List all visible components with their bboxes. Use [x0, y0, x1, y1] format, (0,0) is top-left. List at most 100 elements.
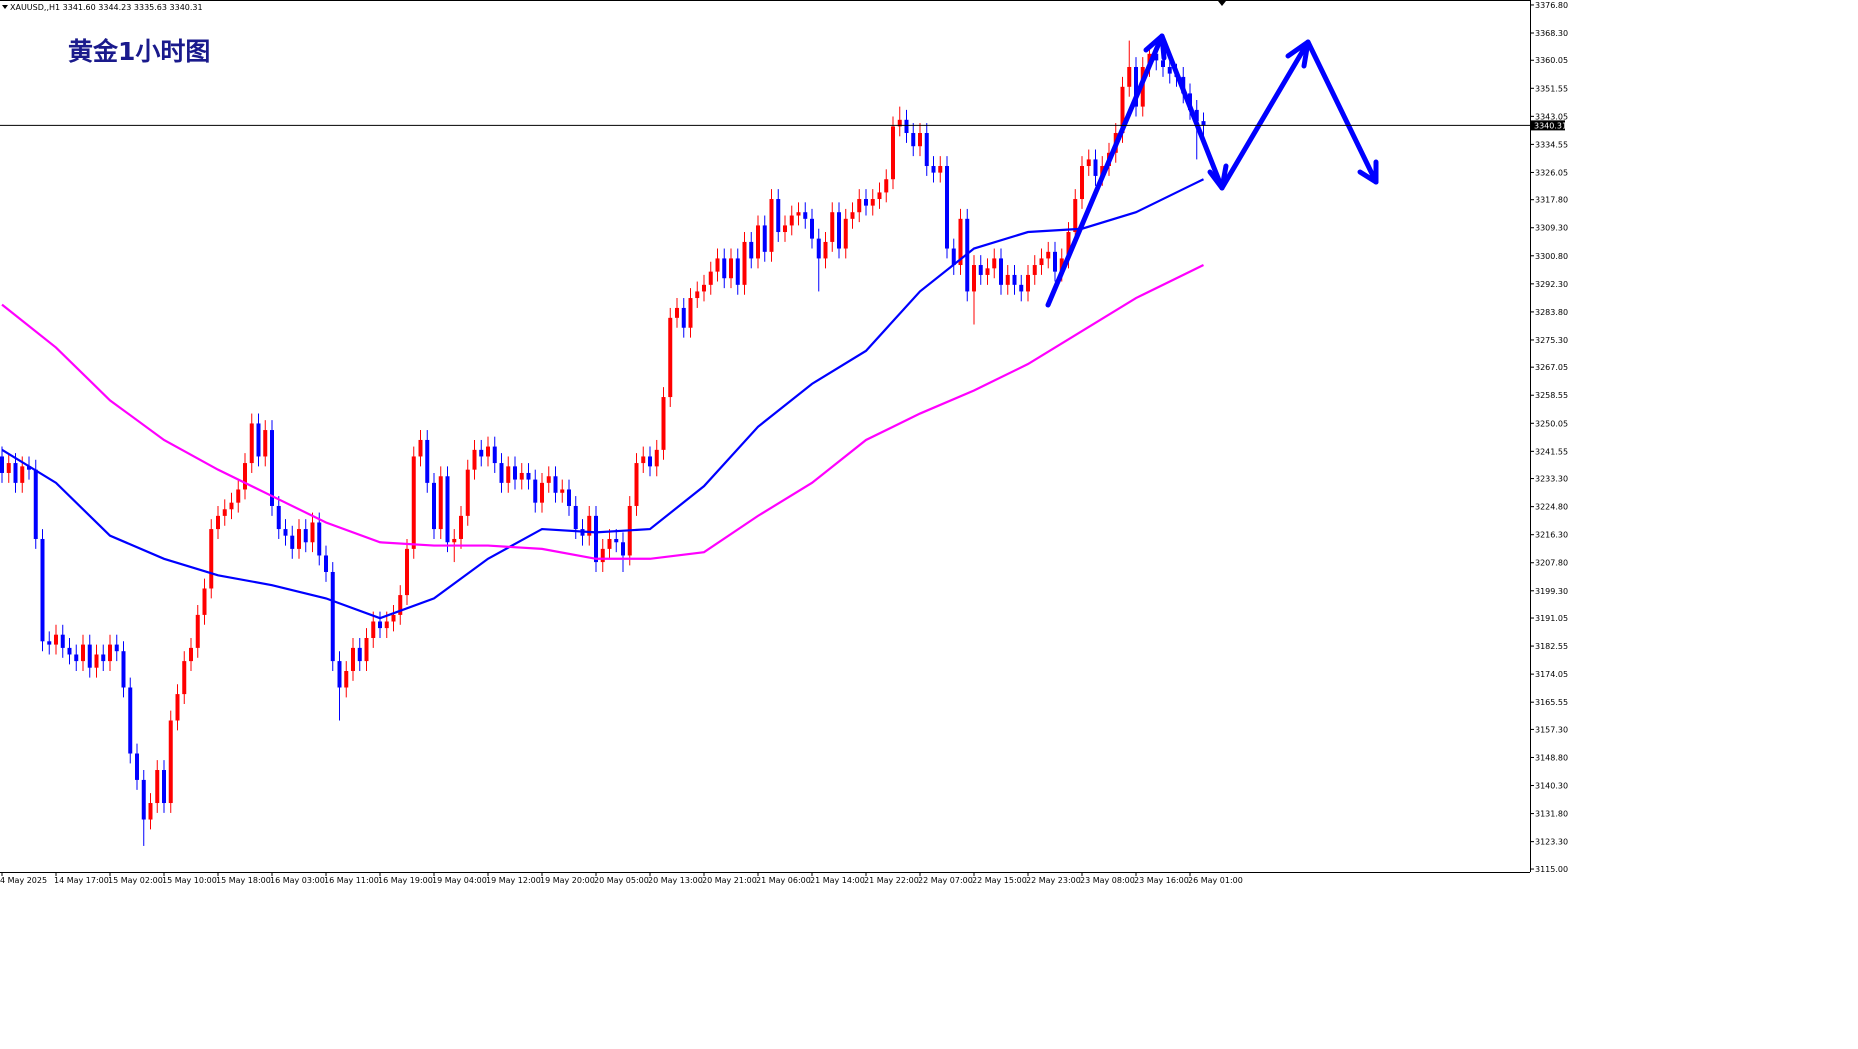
y-tick-label: 3233.30 [1535, 475, 1568, 484]
arrow-head [1143, 33, 1167, 61]
candle-body [533, 479, 538, 503]
candle-body [135, 753, 139, 780]
y-tick-label: 3376.80 [1535, 1, 1568, 10]
candle-body [573, 505, 578, 530]
y-tick-label: 3148.80 [1535, 753, 1568, 762]
x-tick-label: 23 May 08:00 [1080, 876, 1135, 885]
candle-body [472, 449, 477, 470]
candle-body [337, 661, 342, 688]
candle-body [94, 654, 99, 668]
candle-body [594, 515, 598, 563]
candle-body [101, 654, 106, 662]
candle-body [884, 179, 889, 193]
candle-body [897, 119, 902, 127]
candle-body [951, 248, 956, 266]
y-tick-label: 3140.30 [1535, 782, 1568, 791]
candle-body [722, 258, 727, 279]
candle-body [742, 241, 747, 285]
candle-body [479, 449, 484, 457]
x-tick-label: 26 May 01:00 [1188, 876, 1243, 885]
candle-body [128, 687, 133, 754]
y-tick-label: 3123.30 [1535, 838, 1568, 847]
candle-body [391, 614, 396, 622]
x-tick-label: 15 May 10:00 [162, 876, 217, 885]
y-tick-label: 3334.55 [1535, 140, 1568, 149]
candle-body [540, 482, 544, 503]
candle-body [121, 651, 126, 688]
candle-body [452, 538, 457, 543]
candle-body [864, 199, 868, 206]
y-tick-label: 3216.30 [1535, 531, 1568, 540]
candle-body [1073, 199, 1078, 233]
candle-body [708, 271, 713, 285]
candle-body [54, 634, 58, 645]
y-tick-label: 3300.80 [1535, 252, 1568, 261]
x-tick-label: 16 May 03:00 [270, 876, 325, 885]
y-tick-label: 3343.05 [1535, 112, 1568, 121]
candle-body [263, 430, 268, 457]
candle-body [236, 489, 241, 503]
candle-body [6, 463, 11, 473]
moving-average [1, 264, 1204, 560]
candle-body [445, 476, 450, 543]
candle-body [796, 212, 801, 216]
candle-body [634, 463, 639, 506]
x-tick-label: 21 May 14:00 [810, 876, 865, 885]
y-tick-label: 3191.05 [1535, 614, 1568, 623]
candle-body [513, 466, 517, 480]
candle-body [985, 268, 990, 275]
candle-body [33, 469, 38, 539]
y-tick-label: 3267.05 [1535, 363, 1568, 372]
x-tick-label: 22 May 07:00 [918, 876, 973, 885]
candle-body [715, 258, 720, 272]
candle-body [978, 265, 983, 275]
candle-body [317, 522, 322, 556]
candle-body [499, 463, 504, 483]
candle-body [891, 126, 895, 180]
candle-body [209, 529, 214, 589]
candle-body [229, 502, 234, 510]
candle-body [600, 548, 605, 563]
candle-body [567, 489, 571, 506]
candle-body [40, 538, 45, 642]
candle-body [182, 661, 187, 695]
x-tick-label: 21 May 22:00 [864, 876, 919, 885]
y-tick-label: 3368.30 [1535, 29, 1568, 38]
candle-body [911, 133, 916, 147]
candle-body [87, 644, 92, 668]
candle-body [1066, 232, 1071, 259]
candle-body [695, 291, 700, 299]
candle-body [371, 621, 376, 638]
candle-body [47, 641, 52, 645]
candle-body [904, 119, 909, 134]
candle-body [546, 476, 551, 483]
candle-body [843, 218, 848, 249]
candle-body [357, 647, 362, 662]
x-tick-label: 20 May 21:00 [702, 876, 757, 885]
x-tick-label: 16 May 19:00 [378, 876, 433, 885]
candle-body [1154, 53, 1159, 61]
candle-body [661, 397, 666, 450]
candle-body [681, 307, 686, 328]
y-tick-label: 3317.80 [1535, 196, 1568, 205]
candle-body [1134, 67, 1138, 107]
candle-body [560, 489, 565, 493]
candle-body [1046, 251, 1051, 259]
candle-body [290, 535, 295, 549]
price-tag-label: 3340.31 [1534, 121, 1567, 130]
candle-body [114, 644, 119, 652]
candle-body [141, 779, 146, 820]
candle-body [1161, 60, 1165, 68]
candle-body [1194, 109, 1199, 122]
x-tick-label: 15 May 18:00 [216, 876, 271, 885]
arrow-head [1357, 159, 1379, 185]
y-tick-label: 3165.55 [1535, 698, 1568, 707]
candle-body [1039, 258, 1044, 266]
candle-body [702, 284, 706, 292]
candle-body [344, 670, 349, 688]
candle-body [776, 199, 781, 233]
candle-body [168, 720, 173, 804]
y-tick-label: 3207.80 [1535, 559, 1568, 568]
candle-body [1201, 121, 1206, 126]
